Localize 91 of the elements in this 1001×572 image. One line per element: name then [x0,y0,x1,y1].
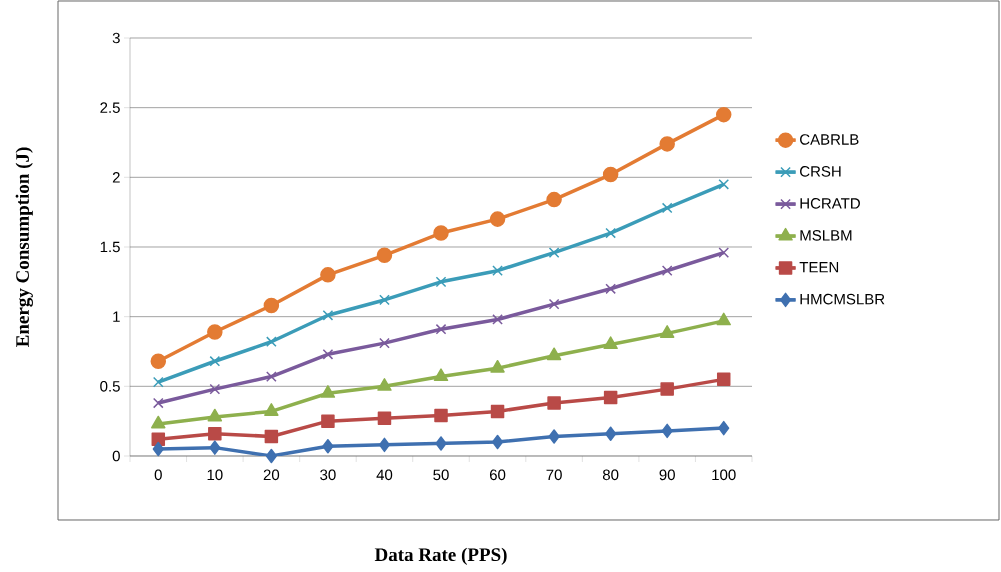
point [602,166,619,183]
y-tick-label: 0 [112,450,120,462]
point [716,312,731,326]
point [547,396,561,410]
point [603,336,618,350]
point [322,348,334,360]
point [377,378,392,391]
point [548,429,560,444]
point [492,265,503,277]
point [320,267,336,283]
point [489,211,506,227]
point [661,423,673,439]
point [490,404,505,419]
point [207,408,223,422]
point [264,429,279,444]
point [264,403,279,416]
legend-label: CABRLB [800,134,859,145]
legend-label: TEEN [799,262,839,273]
point [716,372,731,387]
point [718,420,730,436]
point [151,415,166,429]
point [320,385,336,398]
point [491,434,504,450]
point [548,298,560,310]
point [546,347,562,361]
x-tick-label: 10 [207,469,223,481]
x-tick-label: 90 [659,469,675,481]
point [490,359,505,373]
point [377,411,392,426]
x-tick-label: 70 [546,469,562,481]
point [152,397,164,409]
x-tick-label: 0 [154,469,162,481]
point [322,438,334,454]
point [379,337,390,349]
y-tick-label: 3 [112,32,120,44]
y-axis-title: Energy Consumption (J) [15,147,33,347]
point [209,383,221,395]
point [379,294,390,306]
x-tick-label: 30 [320,469,336,481]
point [266,336,277,348]
point [718,178,730,190]
x-tick-label: 50 [433,469,449,481]
point [209,440,221,455]
x-tick-label: 60 [489,469,506,481]
point [152,441,164,457]
y-tick-label: 1 [113,311,120,322]
point [661,202,673,214]
point [207,324,223,340]
point [715,106,732,123]
y-tick-label: 2 [112,172,120,183]
y-tick-label: 2.5 [100,102,120,113]
point [266,371,277,382]
legend-label: HCRATD [800,198,860,209]
point [263,297,280,314]
point [434,408,448,423]
x-tick-label: 20 [263,469,280,481]
point [433,225,449,241]
point [321,414,335,428]
y-tick-label: 1.5 [100,241,120,253]
point [209,355,221,367]
point [548,247,560,258]
x-axis-title: Data Rate (PPS) [374,547,507,565]
point [546,191,562,208]
point [322,309,334,321]
legend-label: MSLBM [800,230,852,241]
y-tick-label: 0.5 [100,381,120,392]
point [376,247,393,264]
point [150,353,167,369]
point [603,390,618,405]
x-tick-label: 80 [602,469,619,481]
point [378,437,391,453]
point [433,368,449,382]
point [435,436,447,451]
point [435,276,447,288]
point [265,448,277,464]
point [660,382,674,396]
point [605,227,616,239]
legend-label: CRSH [800,166,841,177]
point [661,265,673,277]
point [605,283,616,295]
legend-label: HMCMSLBR [800,293,885,305]
point [659,136,675,152]
point [718,247,730,258]
point [605,426,617,441]
point [492,314,503,325]
point [152,376,164,388]
x-tick-label: 100 [712,469,736,481]
x-tick-label: 40 [376,469,393,481]
point [208,426,222,441]
point [435,323,447,335]
point [659,325,675,338]
